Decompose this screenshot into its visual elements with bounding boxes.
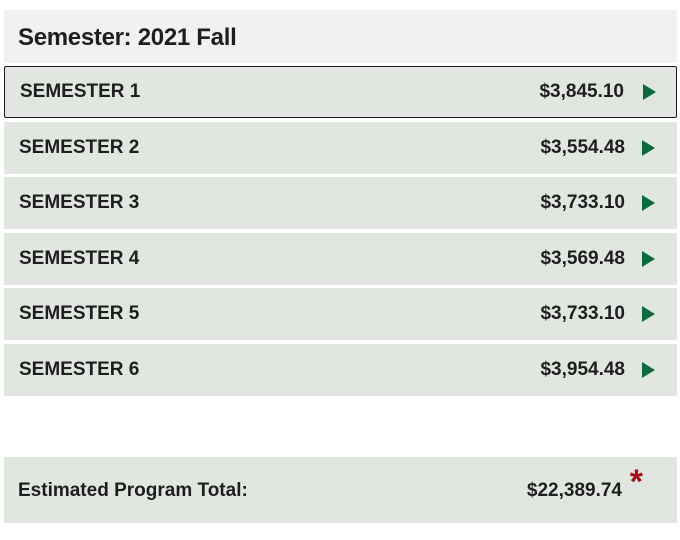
program-total-box: Estimated Program Total: $22,389.74 * [4, 457, 677, 523]
semester-row-1[interactable]: SEMESTER 1 $3,845.10 [4, 66, 677, 118]
page-title: Semester: 2021 Fall [18, 24, 237, 51]
arrow-right-icon [642, 139, 655, 156]
semester-list: SEMESTER 1 $3,845.10 SEMESTER 2 $3,554.4… [4, 66, 677, 400]
semester-amount: $3,954.48 [540, 358, 625, 380]
arrow-right-icon [642, 195, 655, 212]
arrow-right-icon [643, 83, 656, 100]
asterisk-icon: * [629, 463, 643, 501]
semester-row-3[interactable]: SEMESTER 3 $3,733.10 [4, 177, 677, 230]
semester-amount: $3,569.48 [540, 247, 625, 269]
arrow-right-icon [642, 361, 655, 378]
semester-label: SEMESTER 1 [20, 80, 141, 102]
semester-row-2[interactable]: SEMESTER 2 $3,554.48 [4, 121, 677, 174]
arrow-right-icon [642, 306, 655, 323]
semester-label: SEMESTER 4 [19, 247, 140, 269]
semester-amount: $3,554.48 [540, 136, 625, 158]
semester-label: SEMESTER 3 [19, 192, 140, 214]
semester-row-6[interactable]: SEMESTER 6 $3,954.48 [4, 343, 677, 396]
semester-amount: $3,733.10 [540, 303, 625, 325]
semester-row-5[interactable]: SEMESTER 5 $3,733.10 [4, 288, 677, 341]
semester-amount: $3,733.10 [540, 192, 625, 214]
semester-amount: $3,845.10 [539, 80, 624, 102]
semester-header: Semester: 2021 Fall [4, 10, 677, 63]
semester-label: SEMESTER 6 [19, 358, 140, 380]
total-amount: $22,389.74 [526, 480, 622, 501]
arrow-right-icon [642, 250, 655, 267]
semester-row-4[interactable]: SEMESTER 4 $3,569.48 [4, 232, 677, 285]
semester-label: SEMESTER 2 [19, 136, 140, 158]
semester-label: SEMESTER 5 [19, 303, 140, 325]
total-label: Estimated Program Total: [18, 480, 248, 501]
